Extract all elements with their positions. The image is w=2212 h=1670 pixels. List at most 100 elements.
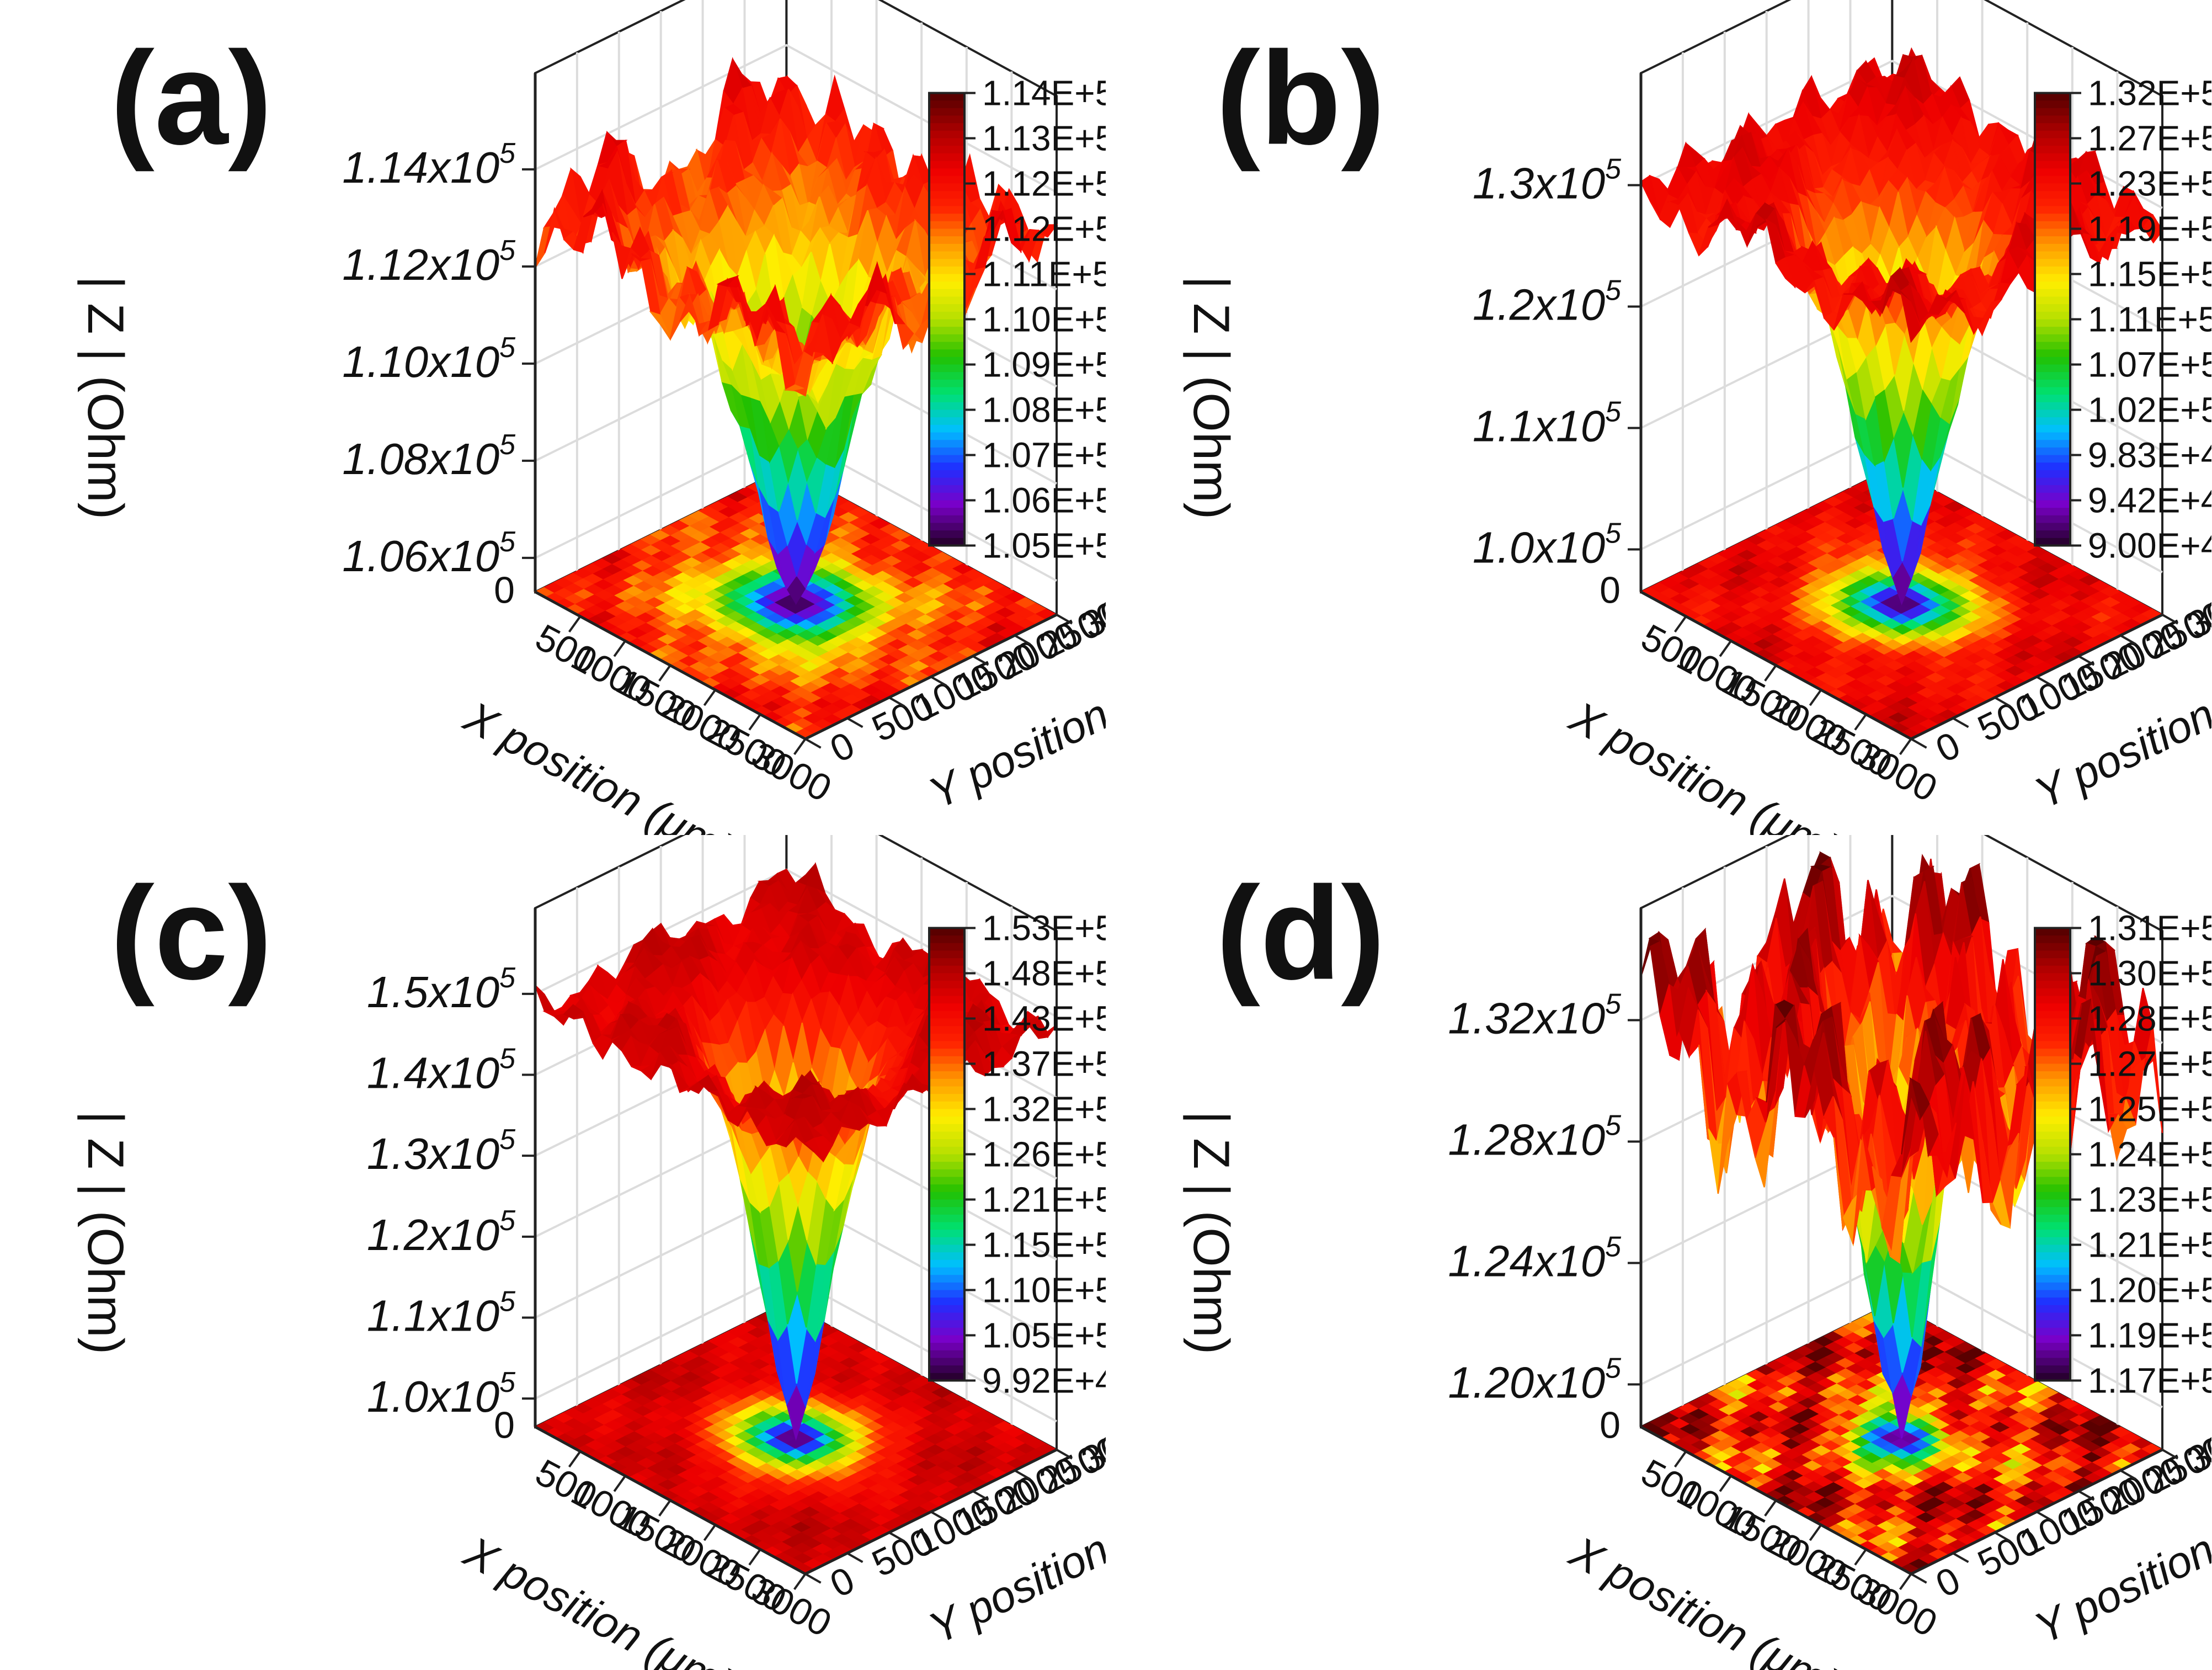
colorbar-segment [929,1033,964,1043]
x-tick-mark [1899,738,1912,756]
colorbar-segment [929,1312,964,1322]
y-tick-mark [972,1490,989,1501]
z-tick-exponent: 5 [499,1286,516,1318]
x-tick-mark [1719,640,1732,657]
colorbar-segment [929,958,964,967]
colorbar-segment [929,1003,964,1012]
colorbar-segment [929,93,964,102]
x-tick-mark [1854,714,1867,731]
colorbar-segment [929,1131,964,1141]
colorbar-segment [2035,206,2070,215]
y-tick-label: 0 [1929,724,1966,770]
z-tick-label: 1.0x105 [1473,518,1622,572]
panel-label: (b) [1216,24,1385,172]
z-tick-exponent: 5 [499,429,516,461]
colorbar-segment [929,266,964,275]
colorbar-segment [2035,251,2070,260]
colorbar-segment [2035,274,2070,283]
colorbar-tick-label: 1.14E+5 [982,73,1106,113]
colorbar-segment [929,1244,964,1254]
colorbar-segment [2035,508,2070,517]
colorbar-segment [929,943,964,952]
colorbar-segment [929,214,964,222]
colorbar-segment [2035,304,2070,313]
colorbar-segment [929,364,964,374]
panel-label: (c) [110,859,272,1007]
floor-contour [1639,467,2164,740]
colorbar-segment [2035,409,2070,419]
colorbar-segment [929,402,964,411]
colorbar-tick-label: 1.06E+5 [982,481,1106,520]
colorbar-segment [929,191,964,200]
colorbar-segment [929,1320,964,1329]
surface-cell [793,352,815,397]
y-tick-mark [1056,614,1073,625]
z-tick-exponent: 5 [499,1124,516,1156]
y-tick-label: 0 [824,1559,861,1605]
z-tick-label: 1.10x105 [342,332,516,386]
colorbar-tick-label: 1.11E+5 [982,254,1106,294]
z-axis-label: | Z | (Ohm) [77,276,134,519]
colorbar-segment [929,1365,964,1374]
z-tick-label: 1.12x105 [342,235,516,289]
colorbar-tick-label: 9.83E+4 [2088,435,2211,475]
colorbar-tick-label: 1.15E+5 [2088,254,2211,294]
surface-cell [795,1135,815,1153]
x-tick-mark [613,640,626,657]
colorbar-segment [929,1124,964,1133]
y-tick-label: 0 [824,724,861,770]
colorbar-segment [929,206,964,215]
colorbar-segment [929,1071,964,1080]
colorbar-segment [929,259,964,268]
colorbar-tick-label: 1.09E+5 [982,345,1106,385]
colorbar: 1.53E+51.48E+51.43E+51.37E+51.32E+51.26E… [928,908,1106,1401]
colorbar-segment [2035,523,2070,532]
z-tick-label: 1.2x105 [1473,275,1622,329]
y-tick-mark [1014,634,1031,646]
colorbar-segment [2035,387,2070,396]
colorbar-segment [929,1056,964,1065]
x-tick-mark [703,1524,717,1541]
colorbar-segment [929,168,964,177]
z-axis-label: | Z | (Ohm) [77,1111,134,1354]
colorbar-segment [929,1358,964,1367]
colorbar-tick-label: 1.27E+5 [2088,119,2211,158]
colorbar-segment [2035,334,2070,343]
z-tick-exponent: 5 [1605,153,1622,185]
panel-d: 500 1000 1500 2000 2500 3000 0 0 500 1000 1500 2000… [1106,835,2211,1670]
colorbar-segment [929,1282,964,1291]
colorbar-segment [2035,296,2070,306]
colorbar-segment [929,477,964,487]
x-tick-mark [1764,664,1777,682]
colorbar-segment [2035,108,2070,117]
colorbar-segment [929,281,964,290]
colorbar-segment [2035,146,2070,155]
z-tick-label: 1.14x105 [342,137,516,192]
colorbar-segment [2035,191,2070,200]
colorbar-segment [929,523,964,532]
colorbar-segment [2035,357,2070,366]
colorbar-segment [929,108,964,117]
colorbar-segment [2035,266,2070,275]
y-tick-mark [1910,738,1927,749]
colorbar-segment [929,311,964,321]
colorbar-segment [929,1290,964,1299]
colorbar-tick-label: 1.02E+5 [2088,390,2211,430]
colorbar-segment [929,1192,964,1201]
colorbar-tick-label: 1.07E+5 [2088,345,2211,385]
colorbar-segment [2035,462,2070,471]
colorbar-tick-label: 1.13E+5 [982,119,1106,158]
z-tick-exponent: 5 [499,137,516,169]
z-tick-label: 1.3x105 [367,1124,516,1178]
colorbar-tick-label: 9.00E+4 [2088,526,2211,566]
colorbar-segment [2035,168,2070,177]
y-tick-mark [2036,676,2053,687]
colorbar-segment [929,965,964,975]
colorbar-segment [2035,372,2070,381]
z-tick-exponent: 5 [499,1205,516,1237]
colorbar-segment [929,1199,964,1209]
colorbar-segment [2035,161,2070,170]
